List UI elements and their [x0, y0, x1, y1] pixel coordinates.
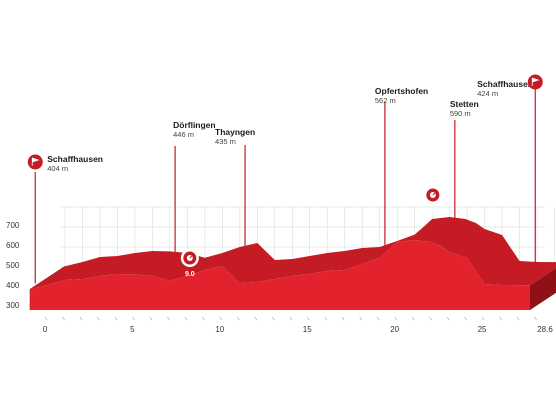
- x-minor-tick: [167, 316, 170, 321]
- location-altitude-5: 424 m: [477, 89, 498, 98]
- x-minor-tick: [446, 316, 450, 321]
- location-altitude-3: 562 m: [375, 96, 396, 105]
- x-minor-tick: [202, 316, 205, 321]
- location-name-1: Dörflingen: [173, 120, 216, 130]
- x-tick-label-5: 5: [130, 325, 135, 334]
- profile-top-surface: [30, 217, 556, 290]
- x-axis-ticks: 0 5 10 15 20 25 28.6: [43, 316, 553, 334]
- checkpoint-km-1: 22.9: [426, 208, 440, 215]
- y-tick-label-300: 300: [6, 301, 20, 310]
- profile-start-edge: [29, 265, 66, 310]
- y-axis-ticks: 300 400 500 600 700: [6, 221, 20, 310]
- elevation-profile: [29, 217, 556, 310]
- location-name-4: Stetten: [450, 99, 479, 109]
- checkpoint-km-0: 9.0: [185, 271, 195, 278]
- start-flag-icon-glyph: [31, 157, 40, 166]
- x-minor-tick: [324, 316, 327, 321]
- x-minor-tick: [132, 316, 135, 321]
- x-minor-tick: [237, 316, 240, 321]
- start-flag-icon: [27, 154, 43, 170]
- x-minor-tick: [376, 316, 380, 321]
- x-minor-tick: [306, 316, 310, 321]
- x-minor-tick: [481, 316, 485, 321]
- x-minor-tick: [341, 316, 345, 321]
- x-tick-label-0: 0: [43, 325, 48, 334]
- location-name-3: Opfertshofen: [375, 86, 428, 96]
- location-name-5: Schaffhausen: [477, 79, 533, 89]
- profile-front-face: [30, 240, 530, 310]
- x-tick-label-25: 25: [478, 325, 487, 334]
- location-name-2: Thayngen: [215, 127, 255, 137]
- x-minor-tick: [97, 316, 100, 321]
- x-minor-tick: [411, 316, 415, 321]
- x-minor-tick: [516, 316, 520, 321]
- location-altitude-4: 590 m: [450, 109, 471, 118]
- x-minor-tick: [44, 316, 48, 321]
- x-tick-label-28.6: 28.6: [537, 325, 553, 334]
- location-altitude-0: 404 m: [47, 164, 68, 173]
- x-minor-tick: [184, 316, 188, 321]
- x-minor-tick: [289, 316, 293, 321]
- finish-flag-icon-glyph: [531, 77, 540, 86]
- y-tick-label-700: 700: [6, 221, 20, 230]
- location-altitude-2: 435 m: [215, 137, 236, 146]
- x-minor-tick: [429, 316, 432, 321]
- x-minor-tick: [254, 316, 258, 321]
- x-minor-tick: [499, 316, 502, 321]
- x-minor-tick: [149, 316, 153, 321]
- x-tick-label-15: 15: [303, 325, 312, 334]
- x-minor-tick: [219, 316, 223, 321]
- x-minor-tick: [62, 316, 65, 321]
- x-minor-tick: [534, 316, 537, 321]
- y-tick-label-400: 400: [6, 281, 20, 290]
- x-tick-label-20: 20: [390, 325, 399, 334]
- stopwatch-icon-hand: [432, 192, 436, 196]
- profile-end-face: [530, 268, 556, 310]
- x-minor-tick: [114, 316, 118, 321]
- stopwatch-icon-hand: [189, 255, 193, 259]
- y-tick-label-600: 600: [6, 241, 20, 250]
- x-minor-tick: [464, 316, 467, 321]
- location-name-0: Schaffhausen: [47, 154, 103, 164]
- time-checkpoints: 9.0 22.9: [180, 186, 442, 278]
- x-minor-tick: [359, 316, 362, 321]
- y-tick-label-500: 500: [6, 261, 20, 270]
- finish-flag-icon: [527, 74, 543, 90]
- x-minor-tick: [272, 316, 275, 321]
- x-tick-label-10: 10: [215, 325, 224, 334]
- location-altitude-1: 446 m: [173, 130, 194, 139]
- x-minor-tick: [394, 316, 397, 321]
- x-minor-tick: [79, 316, 83, 321]
